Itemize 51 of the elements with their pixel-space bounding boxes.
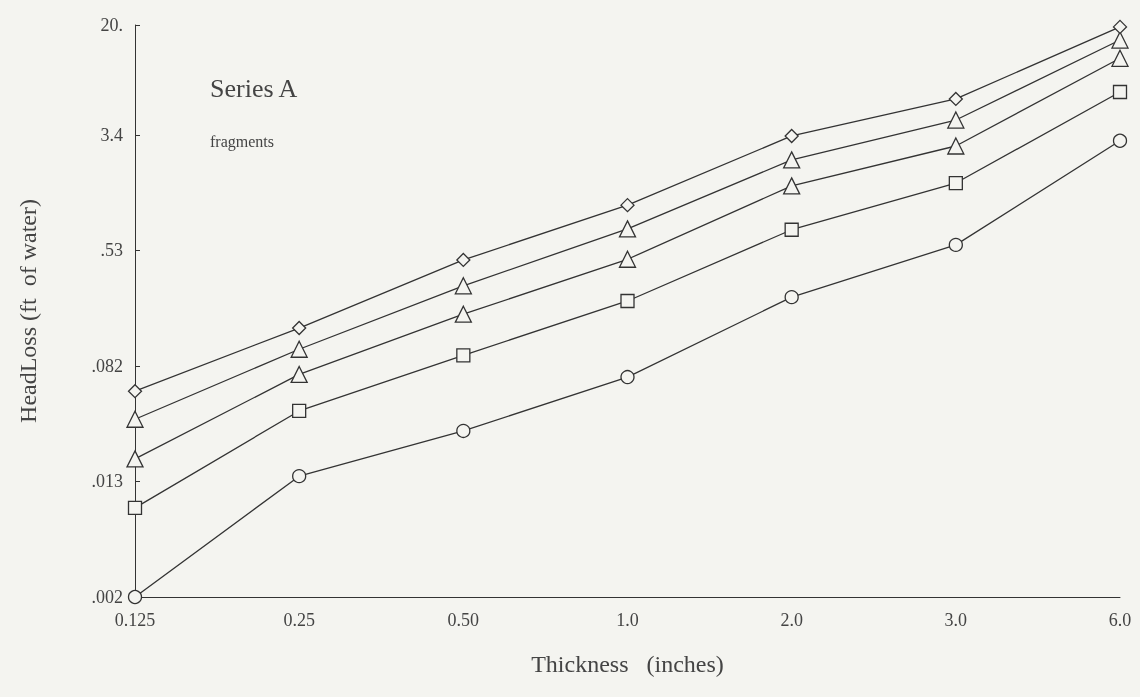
point (456, 423, 471, 439)
point (1111, 31, 1129, 49)
y-tick-label: 3.4 (100, 125, 123, 146)
point (1111, 49, 1129, 67)
y-tick-label: .53 (100, 240, 123, 261)
point (1112, 84, 1128, 100)
x-tick-label: 1.0 (616, 610, 639, 630)
point (290, 365, 308, 384)
y-tick-label: 20. (100, 15, 123, 35)
point (948, 175, 963, 191)
point (783, 151, 801, 169)
point (127, 589, 143, 605)
point (948, 91, 963, 107)
point (620, 293, 635, 309)
point (620, 369, 635, 385)
y-axis-title: HeadLoss (ft of water) (15, 199, 41, 423)
x-tick-label: 0.125 (114, 610, 156, 630)
point (1112, 133, 1128, 148)
point (784, 128, 799, 144)
point (126, 410, 144, 428)
point (784, 289, 799, 305)
y-tick-label: .082 (91, 356, 123, 377)
point (948, 237, 963, 253)
point (618, 220, 637, 238)
x-tick-label: 2.0 (780, 610, 803, 630)
point (292, 469, 307, 484)
point (947, 137, 965, 155)
y-tick-label: .013 (91, 470, 123, 491)
point (292, 403, 307, 419)
point (1112, 19, 1128, 35)
point (620, 197, 635, 213)
x-tick-label: 0.25 (283, 610, 315, 630)
point (126, 450, 144, 468)
point (292, 320, 307, 336)
x-tick-label: 3.0 (944, 610, 968, 630)
point (454, 305, 472, 323)
point (947, 111, 965, 129)
point (784, 222, 799, 237)
point (290, 340, 308, 358)
point (783, 177, 801, 195)
point (454, 277, 472, 295)
x-tick-label: 0.50 (447, 610, 480, 630)
annotation: fragments (210, 132, 274, 151)
annotation: Series A (210, 73, 298, 103)
point (618, 250, 637, 268)
point (127, 500, 143, 516)
y-tick-label: .002 (91, 587, 123, 607)
x-tick-label: 6.0 (1108, 610, 1132, 630)
point (456, 348, 471, 363)
x-axis-title: Thickness (inches) (531, 651, 724, 677)
point (456, 252, 471, 268)
